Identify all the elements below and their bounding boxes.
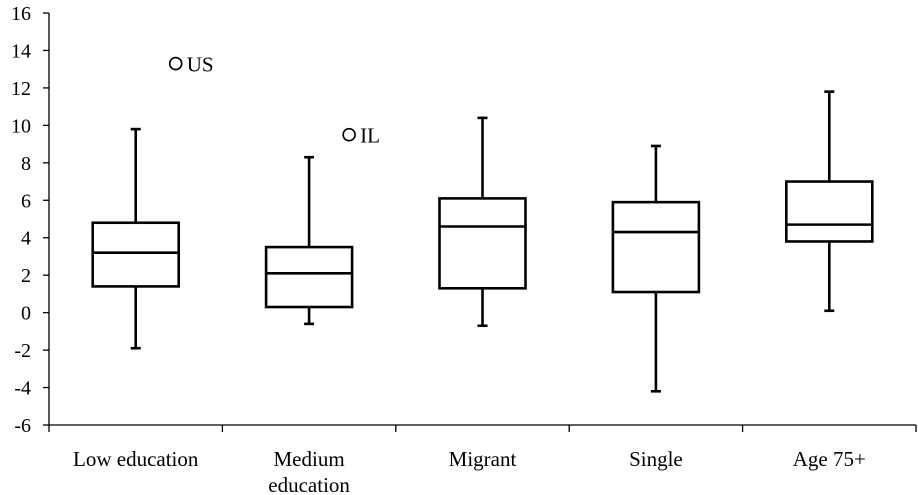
x-category-label: Single (629, 447, 683, 471)
y-tick-label: -2 (14, 340, 31, 362)
boxes (91, 90, 874, 393)
box-3 (611, 144, 701, 393)
y-tick-label: 14 (11, 40, 31, 62)
y-tick-label: -4 (14, 378, 31, 400)
outlier-point (342, 127, 356, 142)
x-category-label: Medium (274, 447, 345, 471)
box-0 (91, 127, 180, 350)
y-tick-label: 10 (11, 115, 31, 137)
y-tick-label: 8 (21, 153, 31, 175)
y-tick-label: 6 (21, 190, 31, 212)
x-category-label: education (268, 473, 350, 495)
outlier-point (168, 56, 183, 71)
box-iqr (438, 197, 527, 290)
outlier-label: IL (360, 124, 380, 148)
outlier-label: US (187, 53, 214, 77)
y-tick-label: 12 (11, 78, 31, 100)
box-iqr (784, 180, 874, 243)
axes: -6 -4 -2 0 2 4 6 8 10 12 14 16 Low education Mediumed… (11, 3, 917, 495)
y-tick-label: 2 (21, 265, 31, 287)
x-category-label: Age 75+ (793, 447, 866, 471)
y-tick-label: 4 (21, 228, 31, 250)
box-iqr (91, 221, 180, 288)
box-iqr (264, 245, 354, 309)
x-category-label: Low education (73, 447, 199, 471)
box-2 (438, 116, 527, 328)
outliers: US IL (168, 53, 380, 148)
box-iqr (611, 200, 701, 294)
box-1 (264, 155, 354, 326)
y-tick-label: 16 (11, 3, 31, 25)
y-tick-label: -6 (14, 415, 31, 437)
box-4 (784, 90, 874, 313)
y-tick-label: 0 (21, 303, 31, 325)
x-category-label: Migrant (449, 447, 517, 471)
